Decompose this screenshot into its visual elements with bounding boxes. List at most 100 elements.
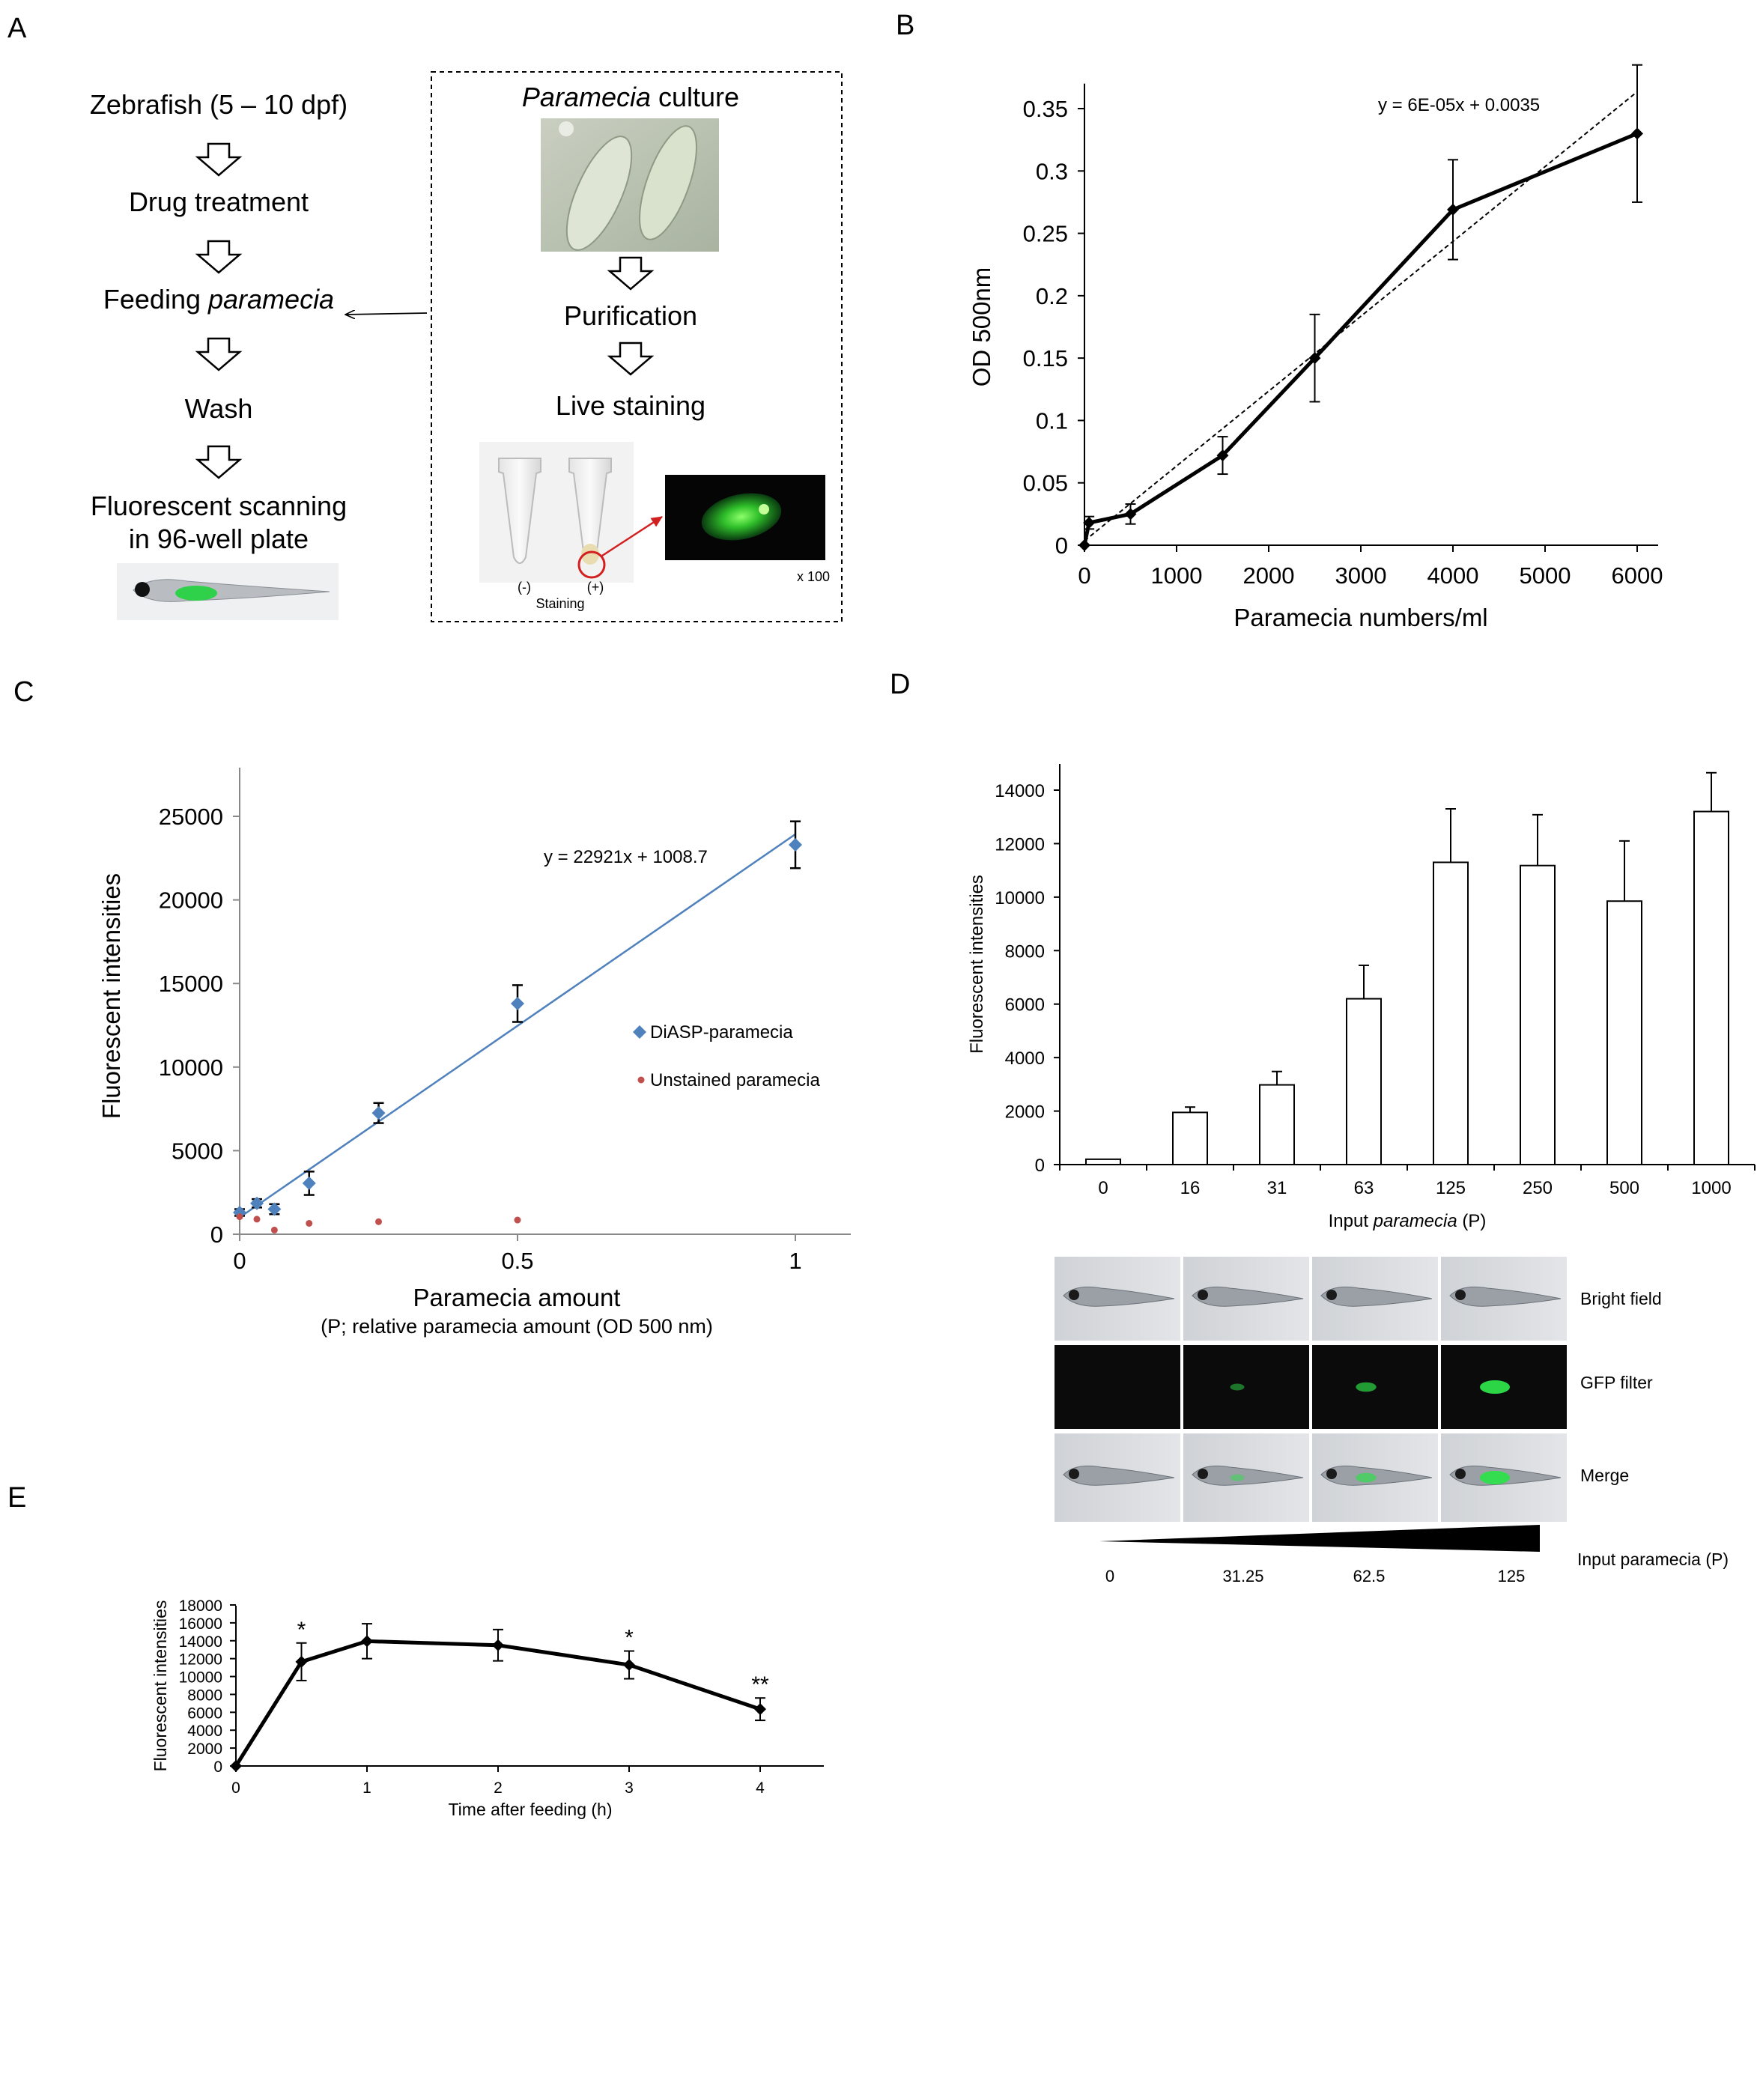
y-tick-label: 0 [213, 1758, 222, 1776]
data-point [492, 1639, 504, 1651]
zebrafish-larva [1192, 1286, 1304, 1307]
data-point-unstained [514, 1216, 521, 1224]
x-tick-label: 31 [1267, 1178, 1287, 1198]
x-tick-label: 1000 [1691, 1178, 1731, 1198]
bar [1693, 810, 1729, 1165]
data-point [230, 1760, 242, 1772]
x-tick-label: 4000 [1427, 562, 1479, 589]
x-axis-label-part: Input [1329, 1211, 1374, 1231]
zebrafish-larva [1192, 1465, 1304, 1486]
data-line [234, 1639, 761, 1767]
bar [1085, 1158, 1121, 1166]
down-arrow-icon [607, 256, 655, 291]
wedge-tick: 31.25 [1222, 1567, 1263, 1585]
data-point [623, 1659, 635, 1672]
x-tick-label: 6000 [1612, 562, 1663, 589]
y-tick-label: 14000 [995, 781, 1045, 801]
down-arrow-icon [195, 240, 243, 274]
panel-b: B 0 0.05 0.1 0.15 0.2 0.25 0.3 0.35 0 1000 2000 300… [896, 10, 1663, 631]
gut-fluorescence [1356, 1472, 1377, 1483]
wedge-tick: 62.5 [1353, 1567, 1386, 1585]
fish-image-grid [1055, 1257, 1567, 1522]
legend-label-unstained: Unstained paramecia [650, 1070, 820, 1090]
bar [1520, 864, 1556, 1165]
zebrafish-eye [1326, 1469, 1337, 1479]
down-arrow-icon [195, 445, 243, 479]
data-point [295, 1655, 308, 1668]
zebrafish-larva [1320, 1286, 1433, 1307]
bar [1346, 998, 1382, 1165]
zebrafish-photo [117, 563, 339, 620]
x-tick-label: 0 [231, 1779, 240, 1797]
panel-a: A Zebrafish (5 – 10 dpf) Drug treatment … [7, 13, 843, 622]
y-tick-label: 4000 [1005, 1049, 1045, 1069]
chart-c: 0 5000 10000 15000 20000 25000 0 0.5 1 Paramecia … [97, 768, 851, 1338]
data-point-diasp [250, 1196, 264, 1210]
trendline-equation: y = 22921x + 1008.7 [544, 847, 708, 867]
x-tick-label: 0 [1078, 562, 1090, 589]
x-axis-label-part: (P) [1457, 1211, 1487, 1231]
chart-d: 0 2000 4000 6000 8000 10000 12000 14000 0 16 31 63 1… [967, 764, 1756, 1231]
step-purification: Purification [564, 300, 697, 331]
x-tick-label: 0 [1098, 1178, 1108, 1198]
x-tick-label: 1 [362, 1779, 371, 1797]
zebrafish-eye [1069, 1290, 1079, 1300]
y-tick-label: 10000 [159, 1054, 223, 1081]
data-point-unstained [236, 1213, 243, 1221]
significance-marker: * [297, 1618, 306, 1642]
data-point-unstained [375, 1218, 382, 1225]
fish-image-cell [1183, 1345, 1309, 1429]
data-point-unstained [306, 1219, 313, 1227]
y-tick-label: 12000 [995, 834, 1045, 855]
wedge-label: Input paramecia (P) [1577, 1550, 1729, 1569]
data-point [361, 1635, 373, 1648]
legend-label-diasp: DiASP-paramecia [650, 1022, 793, 1043]
y-axis-label: OD 500nm [968, 267, 995, 387]
zebrafish-eye [1069, 1469, 1079, 1479]
step-feeding: Feeding paramecia [103, 284, 334, 315]
x-axis-label-part: paramecia [1373, 1211, 1457, 1231]
feeding-arrow [346, 313, 428, 315]
data-point-diasp [267, 1202, 282, 1216]
panel-e-letter: E [7, 1482, 26, 1514]
data-point [754, 1703, 766, 1716]
x-tick-label: 1 [789, 1248, 801, 1274]
magnification-label: x 100 [797, 569, 830, 584]
data-point-diasp [511, 996, 524, 1010]
x-tick-label: 16 [1180, 1178, 1201, 1198]
y-tick-label: 0.15 [1023, 345, 1068, 371]
y-tick-label: 25000 [159, 804, 223, 830]
panel-a-letter: A [7, 13, 27, 44]
culture-title: Paramecia culture [522, 82, 739, 112]
x-tick-label: 250 [1523, 1178, 1553, 1198]
gut-fluorescence [1230, 1383, 1245, 1391]
x-tick-label: 63 [1354, 1178, 1374, 1198]
step-live-staining: Live staining [556, 390, 705, 421]
pellet-highlight [577, 550, 606, 579]
panel-c: C 0 5000 10000 15000 20000 25000 0 0.5 1 Parameci… [13, 676, 851, 1338]
row-label-gfp-filter: GFP filter [1580, 1373, 1653, 1392]
y-tick-label: 6000 [187, 1705, 222, 1722]
data-point [1083, 517, 1096, 529]
zoom-arrow [601, 515, 663, 557]
trendline [1084, 91, 1638, 541]
y-tick-label: 14000 [179, 1633, 222, 1651]
step-wash: Wash [185, 393, 253, 424]
zebrafish-eye [1455, 1290, 1466, 1300]
x-axis-label: Paramecia amount [413, 1284, 621, 1311]
y-tick-label: 12000 [179, 1651, 222, 1669]
data-point [1447, 203, 1459, 216]
fluorescent-cell-photo [665, 475, 825, 560]
down-arrow-icon [607, 342, 655, 376]
x-axis-label: Paramecia numbers/ml [1234, 604, 1487, 631]
input-wedge [1099, 1525, 1540, 1552]
zebrafish-larva [1063, 1465, 1175, 1486]
tube-pos-label: (+) [587, 580, 604, 595]
tubes-photo [479, 442, 634, 583]
y-tick-label: 4000 [187, 1723, 222, 1740]
x-tick-label: 1000 [1151, 562, 1203, 589]
y-axis-label: Fluorescent intensities [967, 875, 987, 1054]
zebrafish-eye [1326, 1290, 1337, 1300]
y-tick-label: 0.1 [1036, 407, 1068, 434]
